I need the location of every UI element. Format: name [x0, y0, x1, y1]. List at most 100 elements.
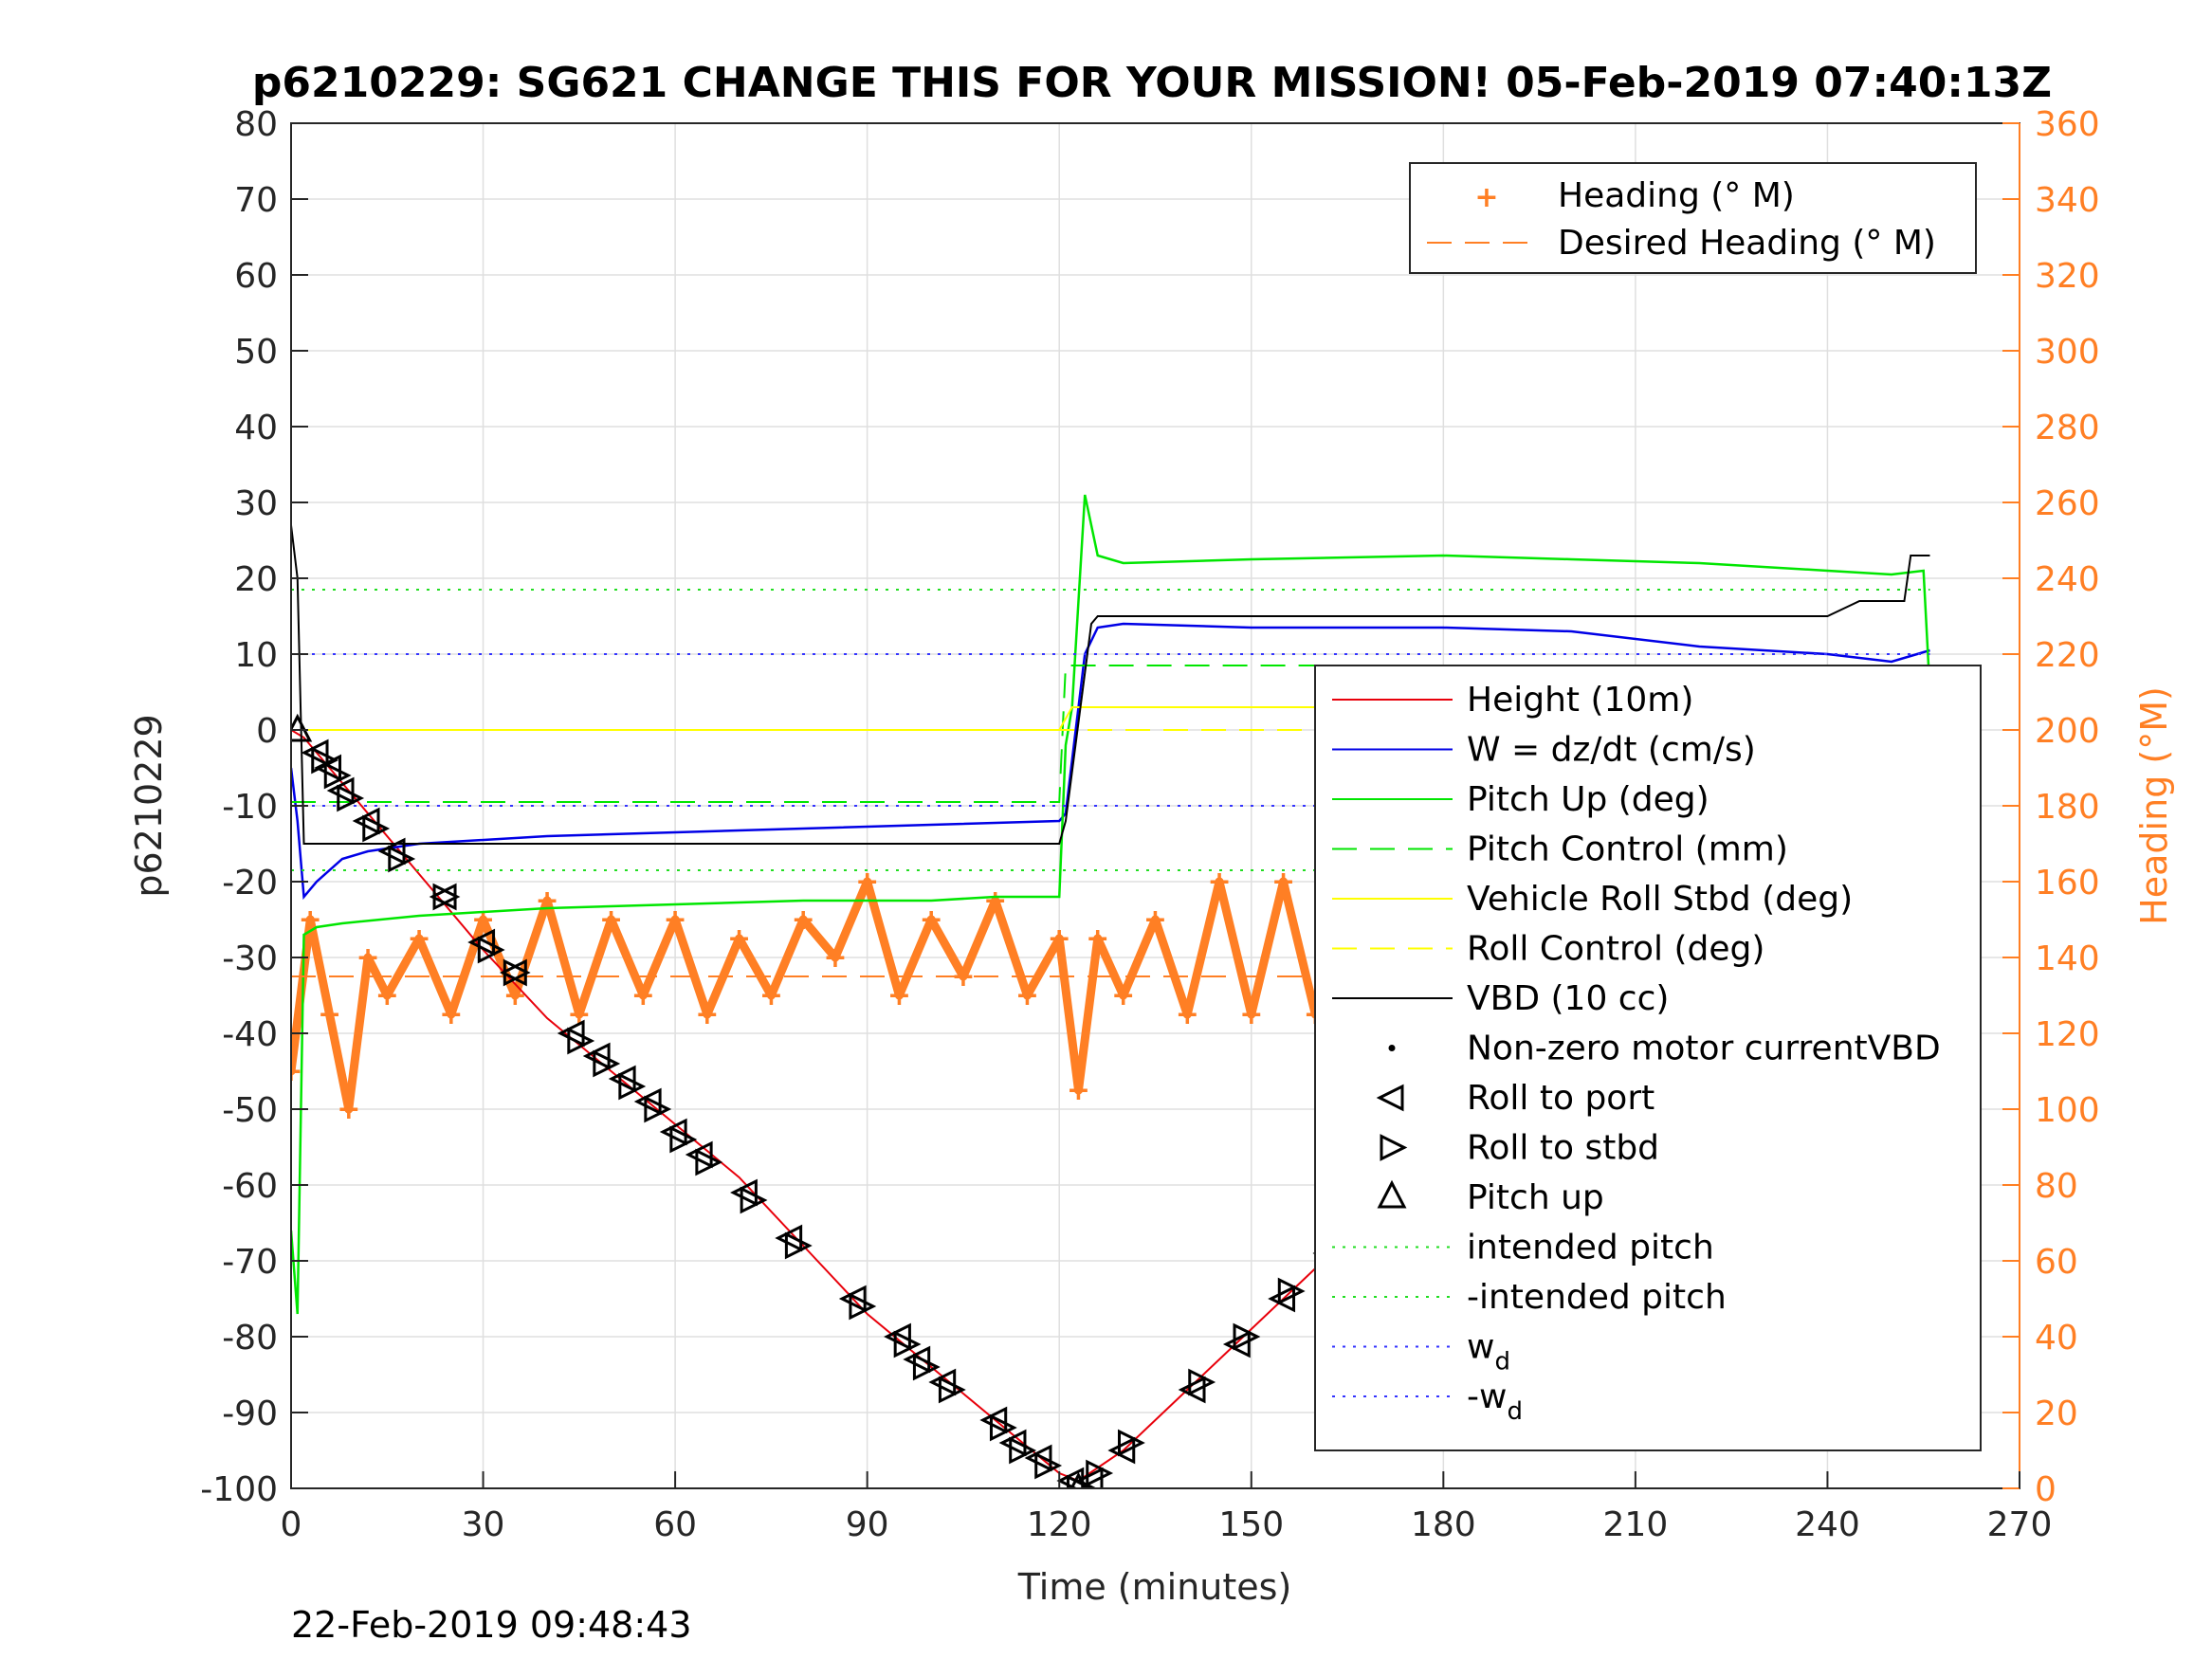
roll-to-port-marker	[326, 776, 355, 805]
heading-trace-segment	[382, 934, 424, 1000]
y-tick-label-right: 360	[2035, 105, 2100, 144]
left-axis-ticks: 80 70 60 50 40 30 20 10 0 -10 -20 -30 -40 -50 -60 -70 -8…	[200, 105, 308, 1509]
legend-swatch-dot	[1388, 1045, 1396, 1051]
roll-to-stbd-marker	[989, 1413, 1017, 1442]
heading-trace-segment	[1182, 877, 1224, 1019]
series-line-vbd-10-cc-	[291, 524, 1930, 845]
roll-to-port-marker	[557, 1019, 585, 1048]
legend-label: Pitch Up (deg)	[1467, 780, 1709, 819]
roll-to-port-marker	[979, 1406, 1008, 1434]
heading-legend-marker: +	[1474, 181, 1498, 214]
y-tick-label-left: -20	[222, 864, 278, 902]
roll-to-port-marker	[838, 1285, 867, 1313]
roll-to-stbd-marker	[593, 1049, 621, 1078]
y-tick-label-right: 120	[2035, 1015, 2100, 1054]
roll-to-port-marker	[928, 1368, 957, 1396]
roll-to-port-marker	[582, 1042, 611, 1070]
heading-trace-segment	[1151, 915, 1192, 1019]
heading-trace-segment	[1054, 934, 1083, 1095]
y-tick-label-left: -10	[222, 788, 278, 827]
y-tick-label-right: 260	[2035, 484, 2100, 523]
heading-legend: + Heading (° M) Desired Heading (° M)	[1409, 162, 1977, 274]
y-tick-label-left: -60	[222, 1167, 278, 1206]
y-tick-label-right: 60	[2035, 1243, 2078, 1282]
roll-to-stbd-marker	[644, 1095, 672, 1123]
x-tick-label: 210	[1603, 1505, 1669, 1544]
roll-to-stbd-marker	[912, 1353, 941, 1381]
heading-trace-segment	[510, 896, 552, 1000]
roll-to-stbd-marker	[567, 1027, 595, 1055]
legend-label: Pitch up	[1467, 1178, 1604, 1217]
heading-trace-segment	[344, 953, 373, 1114]
heading-trace-segment	[1093, 934, 1128, 1000]
y-tick-label-right: 20	[2035, 1395, 2078, 1433]
x-tick-label: 270	[1987, 1505, 2053, 1544]
y-tick-label-left: -50	[222, 1091, 278, 1130]
y-tick-label-left: 40	[234, 409, 278, 447]
legend-label: Roll to stbd	[1467, 1129, 1659, 1168]
y-tick-label-right: 140	[2035, 939, 2100, 978]
y-tick-label-right: 200	[2035, 712, 2100, 751]
x-tick-label: 0	[281, 1505, 302, 1544]
roll-to-stbd-marker	[503, 958, 531, 987]
roll-to-stbd-marker	[740, 1186, 768, 1214]
y-tick-label-right: 160	[2035, 864, 2100, 902]
legend-label: Roll to port	[1467, 1079, 1654, 1118]
roll-to-stbd-marker	[1117, 1429, 1145, 1457]
y-tick-label-left: -40	[222, 1015, 278, 1054]
roll-to-port-marker	[467, 928, 496, 957]
roll-to-port-marker	[352, 807, 380, 835]
heading-trace-segment	[575, 915, 616, 1019]
y-tick-label-left: -70	[222, 1243, 278, 1282]
y-tick-label-left: 70	[234, 181, 278, 220]
y-tick-label-left: 50	[234, 333, 278, 372]
heading-trace-segment	[991, 896, 1032, 1000]
y-tick-label-right: 300	[2035, 333, 2100, 372]
roll-to-stbd-marker	[849, 1292, 877, 1321]
roll-to-port-marker	[633, 1087, 662, 1116]
y-tick-label-left: 60	[234, 257, 278, 296]
y-tick-label-left: -90	[222, 1395, 278, 1433]
y-tick-label-right: 100	[2035, 1091, 2100, 1130]
legend-desired-heading: Desired Heading (° M)	[1558, 224, 1936, 263]
roll-to-stbd-marker	[1277, 1277, 1306, 1305]
y-tick-label-left: 0	[256, 712, 278, 751]
heading-trace-segment	[638, 915, 680, 1000]
legend-swatch-pitch-up	[1377, 1179, 1407, 1209]
legend-label: -intended pitch	[1467, 1278, 1727, 1317]
series-line-pitch-up-deg-	[291, 494, 1931, 1315]
legend-label: Roll Control (deg)	[1467, 930, 1764, 969]
y-tick-label-left: -30	[222, 939, 278, 978]
roll-to-stbd-marker	[311, 746, 339, 775]
y-tick-label-right: 340	[2035, 181, 2100, 220]
legend-label: Height (10m)	[1467, 681, 1693, 720]
y-tick-label-left: 30	[234, 484, 278, 523]
roll-to-stbd-marker	[337, 784, 365, 812]
legend-swatch-roll-to-port	[1376, 1084, 1404, 1112]
y-tick-label-right: 240	[2035, 560, 2100, 599]
roll-to-port-marker	[608, 1065, 636, 1093]
roll-to-stbd-marker	[1233, 1322, 1261, 1351]
x-tick-label: 60	[653, 1505, 697, 1544]
y-axis-label-right: Heading (°M)	[2133, 686, 2175, 925]
roll-to-stbd-marker	[432, 883, 461, 911]
x-tick-label: 90	[846, 1505, 889, 1544]
y-tick-label-right: 320	[2035, 257, 2100, 296]
roll-to-port-marker	[1075, 1467, 1104, 1488]
legend-label: Non-zero motor currentVBD	[1467, 1030, 1941, 1068]
heading-trace-segment	[414, 934, 456, 1019]
y-tick-label-right: 80	[2035, 1167, 2078, 1206]
heading-trace-segment	[926, 915, 968, 981]
heading-trace-segment	[1279, 877, 1320, 1019]
roll-to-port-marker	[1024, 1444, 1052, 1472]
legend-label: Pitch Control (mm)	[1467, 830, 1788, 869]
y-tick-label-left: -80	[222, 1319, 278, 1358]
roll-to-stbd-marker	[1086, 1459, 1114, 1487]
y-tick-label-right: 280	[2035, 409, 2100, 447]
roll-to-stbd-marker	[388, 845, 416, 873]
heading-trace-segment	[607, 915, 648, 1000]
heading-trace-segment	[766, 915, 808, 1000]
x-tick-label: 30	[462, 1505, 505, 1544]
heading-trace-segment	[1215, 877, 1256, 1019]
